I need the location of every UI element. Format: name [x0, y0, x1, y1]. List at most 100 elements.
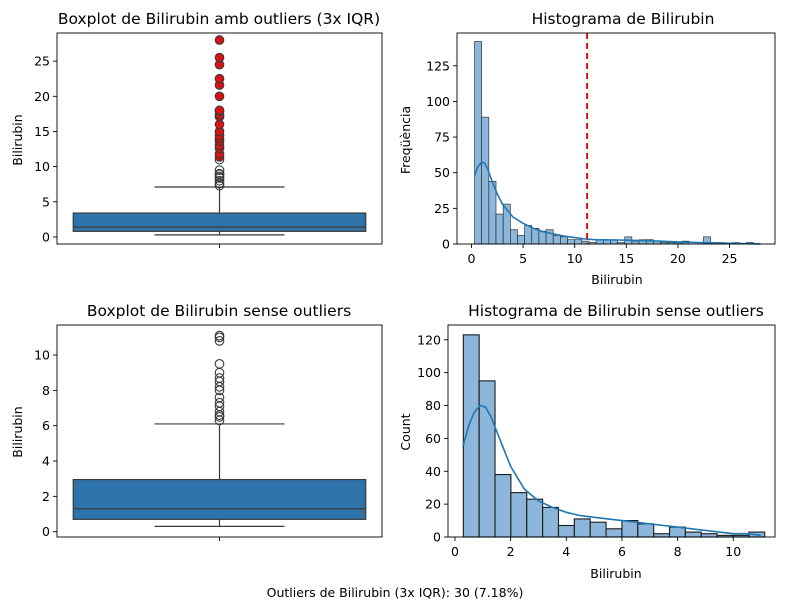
histogram-bar: [510, 229, 518, 245]
axes-frame: [56, 32, 383, 245]
x-tick-label: 15: [618, 251, 634, 266]
y-tick-label: 10: [34, 159, 50, 174]
y-tick-label: 4: [42, 454, 50, 469]
x-axis-label: Bilirubin: [590, 566, 641, 581]
histogram-panel: Histograma de Bilirubin Freqüència Bilir…: [398, 10, 776, 287]
chart-title: Histograma de Bilirubin sense outliers: [468, 302, 764, 320]
histogram-bar: [538, 230, 547, 245]
x-tick-label: 5: [519, 251, 527, 266]
y-tick-label: 0: [442, 237, 450, 252]
iqr-box: [72, 212, 367, 232]
histogram-bar: [700, 533, 718, 538]
x-axis-label: Bilirubin: [591, 272, 642, 287]
histogram-bar: [560, 236, 568, 245]
y-tick-label: 10: [34, 348, 50, 363]
histogram-bar: [474, 41, 483, 245]
outlier-point: [214, 392, 225, 403]
axes-frame: [456, 32, 776, 245]
boxplot-with-outliers-panel: Boxplot de Bilirubin amb outliers (3x IQ…: [10, 10, 383, 248]
x-tick-label: 0: [467, 251, 475, 266]
y-tick-label: 60: [425, 431, 441, 446]
y-tick-label: 20: [34, 89, 50, 104]
y-tick-label: 6: [42, 418, 50, 433]
y-axis-label: Freqüència: [398, 106, 413, 174]
histogram-without-outliers-panel: Histograma de Bilirubin sense outliers C…: [398, 302, 776, 581]
histogram-bar: [567, 239, 575, 245]
x-tick-label: 25: [722, 251, 738, 266]
outlier-point-highlighted: [214, 35, 225, 45]
x-tick-label: 0: [451, 544, 459, 559]
histogram-bar: [574, 239, 583, 245]
outlier-point: [214, 397, 225, 408]
y-tick-label: 25: [434, 201, 450, 216]
y-tick-label: 80: [425, 398, 441, 413]
x-tick-label: 10: [725, 544, 741, 559]
y-tick-label: 50: [434, 165, 450, 180]
histogram-bar: [494, 474, 512, 538]
histogram-bar: [481, 116, 490, 245]
histogram-bar: [573, 518, 591, 538]
histogram-bar: [589, 521, 607, 538]
outlier-point-highlighted: [214, 105, 225, 116]
outlier-point-highlighted: [214, 52, 225, 63]
outlier-point: [214, 359, 225, 369]
y-tick-label: 100: [426, 94, 450, 109]
y-tick-label: 100: [417, 365, 441, 380]
y-tick-label: 0: [433, 530, 441, 545]
outlier-summary-note: Outliers de Bilirubin (3x IQR): 30 (7.18…: [266, 585, 524, 600]
outlier-point-highlighted: [214, 91, 225, 102]
histogram-bar: [524, 225, 533, 245]
histogram-bar: [653, 533, 671, 538]
y-tick-label: 15: [34, 124, 50, 139]
y-tick-label: 0: [42, 524, 50, 539]
histogram-bar: [510, 492, 528, 538]
y-tick-label: 120: [417, 332, 441, 347]
y-axis-label: Bilirubin: [10, 114, 25, 165]
histogram-bar: [668, 526, 686, 538]
y-tick-label: 20: [425, 497, 441, 512]
histogram-bar: [621, 520, 639, 538]
y-tick-label: 125: [426, 58, 450, 73]
y-tick-label: 2: [42, 489, 50, 504]
outlier-point: [214, 330, 225, 341]
histogram-bar: [557, 524, 575, 538]
x-tick-label: 8: [674, 544, 682, 559]
kde-curve: [462, 404, 762, 537]
y-axis-label: Bilirubin: [10, 406, 25, 457]
iqr-box: [72, 478, 367, 520]
x-tick-label: 10: [567, 251, 583, 266]
outlier-point: [214, 367, 225, 378]
y-tick-label: 75: [434, 130, 450, 145]
outlier-point: [214, 175, 225, 186]
y-tick-label: 0: [42, 229, 50, 244]
histogram-bar: [542, 506, 560, 538]
kde-curve: [473, 161, 761, 245]
histogram-bar: [552, 235, 561, 245]
boxplot-without-outliers-panel: Boxplot de Bilirubin sense outliers Bili…: [10, 302, 383, 541]
outlier-point-highlighted: [214, 73, 225, 84]
axes-frame: [447, 324, 776, 538]
x-tick-label: 4: [562, 544, 570, 559]
outlier-point: [214, 168, 225, 179]
y-tick-label: 5: [42, 194, 50, 209]
y-tick-label: 25: [34, 54, 50, 69]
histogram-bar: [605, 528, 623, 538]
y-tick-label: 8: [42, 383, 50, 398]
histogram-bar: [637, 523, 655, 538]
chart-title: Boxplot de Bilirubin sense outliers: [87, 302, 351, 320]
y-axis-label: Count: [398, 413, 413, 450]
outlier-point: [214, 165, 225, 175]
x-tick-label: 20: [670, 251, 686, 266]
chart-title: Histograma de Bilirubin: [532, 10, 715, 28]
histogram-bar: [488, 180, 497, 245]
chart-title: Boxplot de Bilirubin amb outliers (3x IQ…: [58, 10, 380, 28]
axes-frame: [56, 324, 383, 538]
outlier-point: [214, 373, 225, 383]
x-tick-label: 6: [618, 544, 626, 559]
histogram-bar: [495, 213, 504, 245]
x-tick-label: 2: [507, 544, 515, 559]
outlier-point: [214, 336, 225, 346]
histogram-bar: [517, 235, 525, 245]
histogram-bar: [478, 380, 496, 538]
